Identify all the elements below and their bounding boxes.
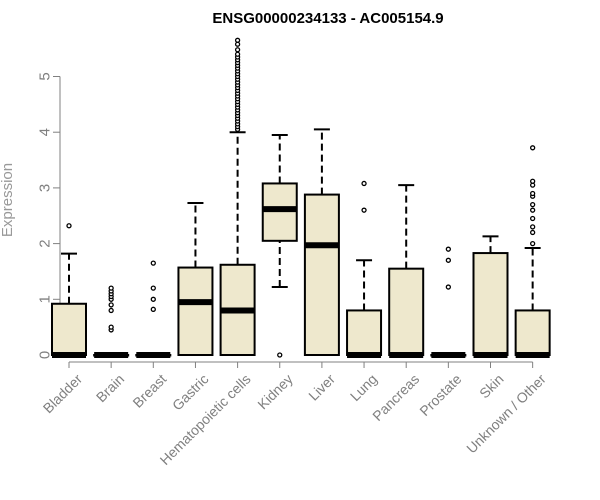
outlier-point — [108, 307, 114, 314]
outlier-point — [108, 324, 114, 330]
outlier-point — [150, 306, 156, 312]
outlier-point — [530, 178, 536, 184]
x-tick-label: Breast — [129, 371, 169, 411]
y-tick-label: 2 — [37, 239, 54, 247]
x-tick-label: Brain — [93, 371, 127, 405]
outlier-point — [530, 224, 536, 230]
box-body — [261, 182, 298, 242]
outlier-point — [108, 302, 114, 308]
outlier-point — [150, 296, 156, 302]
x-tick-label: Unknown / Other — [463, 371, 549, 457]
outlier-point — [445, 246, 452, 252]
box-brain — [93, 285, 130, 358]
x-tick-label: Prostate — [416, 371, 464, 419]
outlier-point — [530, 201, 536, 208]
outlier-point — [445, 284, 452, 290]
outlier-point — [361, 180, 367, 187]
outlier-point — [277, 352, 283, 358]
box-body — [177, 266, 214, 356]
x-tick-label: Pancreas — [369, 371, 422, 424]
box-kidney — [261, 133, 298, 358]
outlier-point — [361, 207, 367, 213]
box-body — [51, 302, 87, 357]
outlier-point — [530, 207, 536, 213]
outlier-point — [234, 51, 241, 57]
box-body — [472, 252, 509, 356]
box-breast — [135, 260, 172, 358]
outlier-point — [530, 229, 536, 236]
outlier-point — [150, 260, 156, 266]
x-tick-label: Bladder — [40, 371, 86, 417]
outlier-point — [530, 145, 536, 151]
chart-title: ENSG00000234133 - AC005154.9 — [212, 10, 443, 27]
box-skin — [472, 235, 509, 358]
box-body — [514, 309, 551, 357]
box-body — [346, 309, 383, 357]
y-tick-label: 5 — [37, 72, 54, 80]
outlier-point — [234, 37, 241, 43]
outlier-point — [150, 285, 156, 291]
x-tick-label: Skin — [476, 371, 507, 402]
outlier-point — [530, 190, 536, 197]
y-tick-label: 3 — [37, 184, 54, 192]
y-axis-label: Expression — [0, 163, 16, 237]
box-bladder — [51, 223, 87, 358]
outlier-point — [445, 257, 452, 263]
outlier-point — [530, 240, 536, 247]
boxes — [51, 37, 551, 358]
y-tick-label: 4 — [37, 128, 54, 136]
outlier-point — [530, 215, 536, 222]
x-tick-label: Lung — [347, 371, 380, 404]
y-tick-label: 0 — [37, 351, 54, 359]
x-tick-label: Kidney — [254, 371, 296, 413]
y-tick-label: 1 — [37, 295, 54, 303]
outlier-point — [66, 223, 72, 229]
box-liver — [303, 128, 340, 356]
box-lung — [346, 180, 383, 358]
box-gastric — [177, 201, 214, 356]
box-prostate — [430, 246, 467, 358]
box-body — [388, 267, 425, 357]
box-hematopoietic-cells — [219, 37, 256, 356]
x-tick-label: Liver — [305, 371, 338, 404]
box-pancreas — [388, 184, 425, 358]
box-body — [303, 193, 340, 356]
outlier-point — [108, 285, 114, 291]
outlier-point — [234, 47, 241, 53]
box-unknown-other — [514, 145, 551, 358]
